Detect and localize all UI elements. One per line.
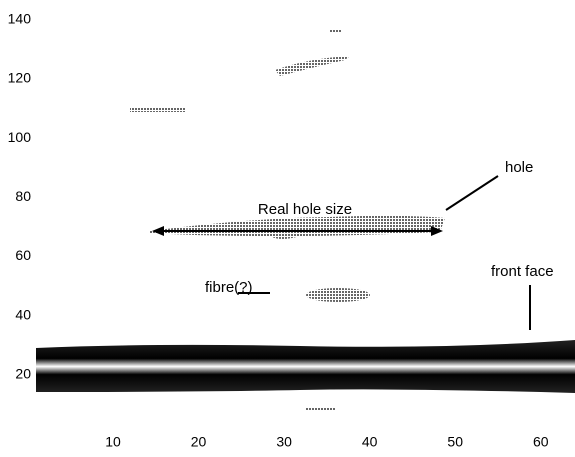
annotation: front face (491, 263, 554, 280)
x-tick-label: 50 (447, 434, 463, 450)
x-tick-label: 40 (362, 434, 378, 450)
y-tick-label: 60 (15, 247, 31, 263)
y-tick-label: 20 (15, 365, 31, 381)
hole-echo (150, 216, 445, 239)
scatter-echo (330, 29, 342, 32)
scatter-echo (305, 407, 335, 410)
scan-image (36, 29, 575, 410)
y-tick-label: 120 (8, 70, 32, 86)
x-tick-label: 10 (105, 434, 121, 450)
scatter-echo (130, 107, 185, 112)
fibre-echo (306, 288, 370, 302)
x-tick-label: 60 (533, 434, 549, 450)
annotation: hole (505, 159, 533, 176)
annotation: Real hole size (258, 201, 352, 218)
annotations: Real hole size hole fibre(?) front face (152, 159, 554, 330)
front-face-echo (36, 340, 575, 393)
annotation: fibre(?) (205, 279, 253, 296)
y-tick-label: 40 (15, 306, 31, 322)
y-tick-label: 100 (8, 129, 32, 145)
x-tick-label: 20 (191, 434, 207, 450)
y-tick-label: 80 (15, 188, 31, 204)
x-tick-label: 30 (276, 434, 292, 450)
scatter-echo (275, 56, 350, 76)
y-tick-label: 140 (8, 10, 32, 26)
chart: Real hole size hole fibre(?) front face … (0, 0, 575, 457)
